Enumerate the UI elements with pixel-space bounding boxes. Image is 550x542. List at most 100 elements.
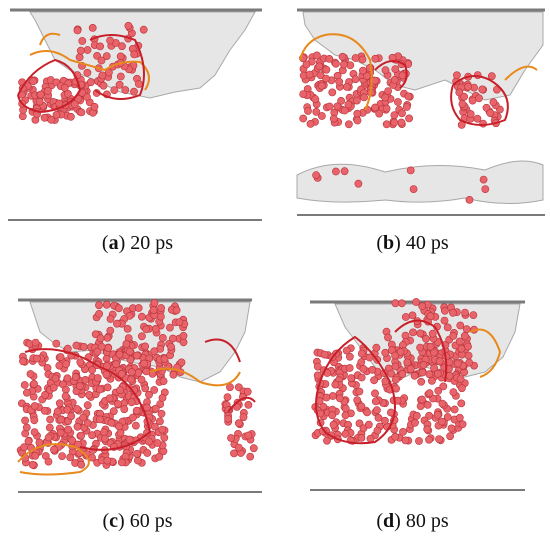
atom (382, 120, 391, 129)
atom (415, 437, 423, 445)
atom (453, 359, 462, 368)
atom (460, 92, 468, 101)
atom (345, 120, 353, 129)
atom (143, 449, 152, 457)
atom (331, 380, 340, 389)
atom (466, 110, 475, 118)
atom (68, 436, 77, 445)
atom (158, 394, 167, 402)
atom (448, 308, 457, 317)
atom (391, 362, 400, 371)
atom (426, 342, 435, 351)
atom (357, 433, 366, 442)
atom (325, 55, 334, 63)
atom (365, 353, 374, 362)
atom (116, 428, 125, 437)
atom (47, 115, 56, 124)
atom (64, 425, 73, 434)
atom (425, 370, 434, 379)
atom (335, 394, 344, 403)
atom (430, 364, 438, 373)
atom (31, 451, 40, 460)
atom (60, 83, 69, 92)
atom (381, 93, 390, 102)
atom-cluster-b3 (312, 166, 490, 204)
atom (234, 443, 243, 452)
atom (117, 458, 126, 467)
atom (328, 411, 337, 420)
caption-label: 80 ps (405, 510, 449, 532)
atom (30, 416, 39, 425)
atom (447, 424, 456, 433)
atom (62, 385, 70, 394)
atom (85, 391, 93, 399)
atom (137, 312, 146, 321)
dislocation-loop-b2 (374, 60, 408, 89)
atom (24, 437, 33, 446)
atom (320, 350, 329, 359)
atom (402, 103, 411, 111)
atom (97, 342, 106, 351)
atom (22, 423, 31, 432)
atom (478, 85, 487, 94)
dislocation-line-d3 (469, 328, 502, 378)
atom (86, 78, 95, 87)
atom (412, 298, 420, 306)
atom (103, 383, 112, 392)
atom (355, 387, 364, 396)
atom (458, 100, 467, 108)
atom (30, 428, 39, 436)
atom (418, 368, 427, 377)
atom (487, 72, 496, 81)
atom (96, 334, 105, 343)
atom (457, 399, 466, 408)
atom (167, 342, 175, 351)
atom (130, 87, 138, 96)
atom (456, 321, 465, 330)
atom (435, 357, 444, 366)
atom (70, 100, 79, 109)
atom (36, 90, 45, 99)
atom (433, 369, 442, 378)
atom (77, 108, 86, 117)
atom (116, 52, 125, 61)
atom (115, 304, 123, 313)
atom (311, 95, 320, 104)
atom (479, 175, 488, 184)
atom (322, 393, 331, 402)
atom (437, 417, 446, 426)
atom (120, 405, 129, 414)
atom (21, 416, 29, 425)
atom (46, 415, 54, 424)
atom (464, 82, 472, 91)
atom (115, 350, 124, 359)
atom (158, 425, 167, 434)
atom (360, 93, 368, 102)
atom (313, 51, 321, 60)
atom (399, 427, 407, 436)
atom (464, 351, 473, 360)
caption-b: (b) 40 ps (376, 232, 449, 254)
atom (312, 171, 320, 180)
dislocation-line-d2 (394, 319, 448, 383)
atom (158, 334, 167, 342)
atom (390, 76, 399, 84)
atom (168, 334, 177, 343)
atom (224, 414, 232, 423)
atom (412, 411, 421, 420)
atom (406, 365, 415, 373)
atom (418, 395, 426, 404)
caption-d: (d) 80 ps (376, 510, 449, 532)
atom (398, 71, 407, 80)
atom (381, 416, 389, 425)
atom (179, 332, 188, 340)
atom (315, 62, 324, 71)
atom (150, 422, 159, 431)
atom (105, 394, 114, 403)
atom (100, 428, 108, 437)
atom (157, 304, 165, 312)
atom (78, 37, 87, 45)
atom (40, 113, 49, 122)
atom (93, 374, 102, 382)
dislocation-segment-b4 (504, 65, 538, 81)
